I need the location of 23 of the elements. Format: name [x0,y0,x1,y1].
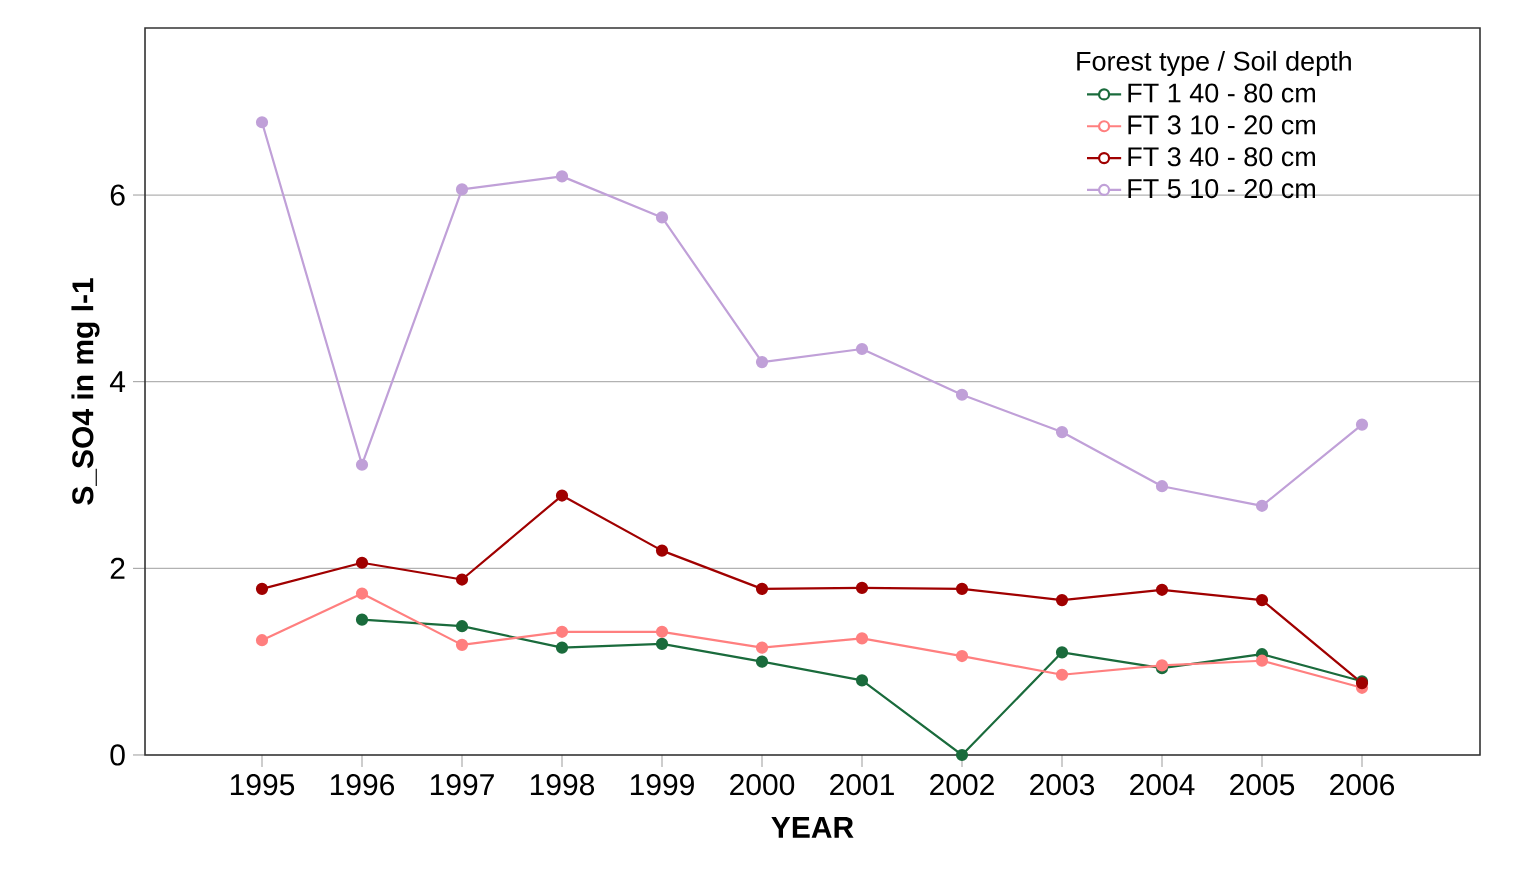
x-tick-label: 2003 [1030,774,1095,796]
x-tick-label: 1997 [430,774,494,796]
x-tick-label: 2006 [1330,774,1395,796]
x-tick-label: 2004 [1130,774,1195,796]
x-tick-label: 2002 [930,774,994,796]
y-tick-label: 6 [110,184,125,206]
y-tick-label: 2 [110,557,125,579]
legend-label: FT 3 10 - 20 cm [1128,115,1315,135]
x-tick-label: 1996 [330,774,395,796]
x-tick-label: 2001 [830,774,894,796]
y-tick-label: 4 [109,371,126,392]
x-tick-label: 2000 [730,774,795,796]
x-tick-label: 1998 [530,774,595,796]
x-tick-label: 2005 [1230,774,1295,796]
x-axis-title: YEAR [771,817,854,838]
legend-label: FT 1 40 - 80 cm [1128,83,1315,103]
legend-title: Forest type / Soil depth [1077,50,1351,77]
y-tick-label: 0 [110,744,125,766]
x-tick-label: 1995 [230,774,295,796]
legend-label: FT 3 40 - 80 cm [1128,147,1315,167]
x-tick-label: 1999 [630,774,694,796]
y-axis-title: S_SO4 in mg l-1 [71,278,100,505]
legend-label: FT 5 10 - 20 cm [1128,179,1315,199]
